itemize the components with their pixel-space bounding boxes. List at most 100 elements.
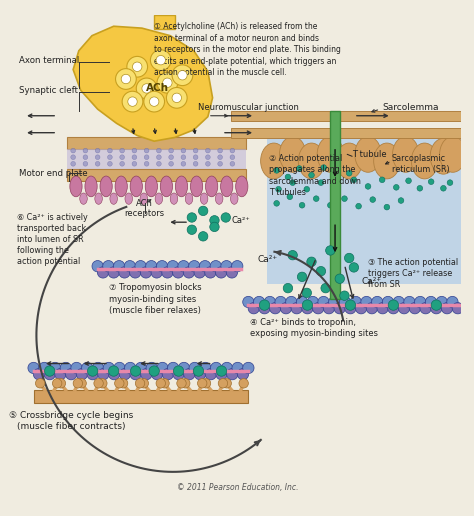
Circle shape xyxy=(384,204,390,210)
Circle shape xyxy=(162,267,173,278)
Circle shape xyxy=(436,296,447,308)
Text: Motor end plate: Motor end plate xyxy=(19,169,88,178)
Circle shape xyxy=(431,300,441,310)
Text: ACh: ACh xyxy=(146,84,169,93)
Circle shape xyxy=(285,174,291,180)
Circle shape xyxy=(60,362,72,374)
Circle shape xyxy=(160,379,169,388)
Circle shape xyxy=(226,267,237,278)
Circle shape xyxy=(116,69,136,89)
Circle shape xyxy=(274,168,280,173)
Ellipse shape xyxy=(110,193,118,204)
Circle shape xyxy=(120,155,125,159)
Bar xyxy=(34,390,248,403)
Ellipse shape xyxy=(201,193,208,204)
Circle shape xyxy=(342,196,347,201)
Circle shape xyxy=(98,379,107,388)
Circle shape xyxy=(193,366,204,376)
Circle shape xyxy=(309,172,314,178)
Circle shape xyxy=(199,206,208,216)
Circle shape xyxy=(227,368,238,380)
Circle shape xyxy=(187,225,197,234)
Circle shape xyxy=(151,267,163,278)
Circle shape xyxy=(399,302,410,314)
Text: ③ The action potential
triggers Ca²⁺ release
from SR: ③ The action potential triggers Ca²⁺ rel… xyxy=(368,258,458,289)
Circle shape xyxy=(172,65,193,86)
Circle shape xyxy=(440,185,446,191)
Circle shape xyxy=(345,300,356,310)
Circle shape xyxy=(365,184,371,189)
Circle shape xyxy=(340,291,349,300)
Circle shape xyxy=(189,261,200,272)
Circle shape xyxy=(361,296,372,308)
Circle shape xyxy=(56,379,65,388)
Circle shape xyxy=(349,263,359,272)
Circle shape xyxy=(296,166,302,171)
Circle shape xyxy=(248,302,259,314)
Circle shape xyxy=(146,362,157,374)
Circle shape xyxy=(127,56,147,77)
Circle shape xyxy=(169,155,173,159)
Circle shape xyxy=(162,368,173,380)
Circle shape xyxy=(221,261,232,272)
Text: T tubule: T tubule xyxy=(352,150,387,159)
Circle shape xyxy=(425,296,437,308)
Text: ④ Ca²⁺ binds to troponin,
exposing myosin-binding sites: ④ Ca²⁺ binds to troponin, exposing myosi… xyxy=(250,318,378,338)
Circle shape xyxy=(95,148,100,153)
Ellipse shape xyxy=(95,193,102,204)
Circle shape xyxy=(222,379,231,388)
Circle shape xyxy=(167,362,179,374)
Circle shape xyxy=(239,379,248,388)
Ellipse shape xyxy=(191,176,203,197)
Circle shape xyxy=(345,253,354,263)
Ellipse shape xyxy=(392,136,419,172)
Circle shape xyxy=(296,296,308,308)
Circle shape xyxy=(280,302,292,314)
Ellipse shape xyxy=(80,193,87,204)
Circle shape xyxy=(88,366,98,376)
Ellipse shape xyxy=(336,143,362,179)
Circle shape xyxy=(218,379,228,388)
Circle shape xyxy=(291,302,302,314)
Circle shape xyxy=(206,162,210,166)
Circle shape xyxy=(232,362,243,374)
Circle shape xyxy=(119,267,130,278)
Circle shape xyxy=(95,155,100,159)
Circle shape xyxy=(221,362,233,374)
Circle shape xyxy=(146,261,157,272)
Circle shape xyxy=(290,180,295,185)
Ellipse shape xyxy=(130,176,142,197)
Circle shape xyxy=(206,148,210,153)
Circle shape xyxy=(132,162,137,166)
Circle shape xyxy=(94,379,103,388)
Circle shape xyxy=(157,362,168,374)
Circle shape xyxy=(124,261,136,272)
Circle shape xyxy=(393,185,399,190)
Circle shape xyxy=(109,368,120,380)
Circle shape xyxy=(122,91,143,112)
Circle shape xyxy=(95,162,100,166)
Circle shape xyxy=(312,302,324,314)
Circle shape xyxy=(92,261,103,272)
Circle shape xyxy=(173,267,184,278)
Text: ② Action potential
propagates along the
sarcolemma and down
T tubules: ② Action potential propagates along the … xyxy=(269,154,361,197)
Ellipse shape xyxy=(374,143,400,179)
Circle shape xyxy=(130,368,141,380)
Text: ⑤ Crossbridge cycle begins
(muscle fiber contracts): ⑤ Crossbridge cycle begins (muscle fiber… xyxy=(9,411,133,431)
Circle shape xyxy=(350,296,362,308)
Circle shape xyxy=(221,213,230,222)
Bar xyxy=(66,169,246,181)
Ellipse shape xyxy=(155,193,163,204)
Ellipse shape xyxy=(430,138,456,174)
Text: Axon terminal: Axon terminal xyxy=(19,56,80,64)
Circle shape xyxy=(286,296,297,308)
Circle shape xyxy=(133,62,142,72)
Circle shape xyxy=(193,155,198,159)
Circle shape xyxy=(132,155,137,159)
Text: ⑦ Tropomyosin blocks
myosin-binding sites
(muscle fiber relaxes): ⑦ Tropomyosin blocks myosin-binding site… xyxy=(109,283,201,315)
Circle shape xyxy=(259,302,270,314)
Circle shape xyxy=(144,91,164,112)
Circle shape xyxy=(318,296,329,308)
Circle shape xyxy=(193,162,198,166)
Circle shape xyxy=(210,261,221,272)
